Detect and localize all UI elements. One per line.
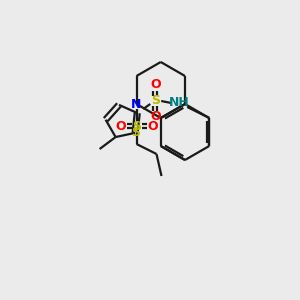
Text: S: S: [151, 94, 160, 107]
Text: S: S: [131, 126, 140, 140]
Text: O: O: [147, 119, 158, 133]
Text: N: N: [131, 98, 142, 110]
Text: NH: NH: [169, 97, 190, 110]
Text: O: O: [150, 110, 160, 124]
Text: O: O: [150, 79, 160, 92]
Text: O: O: [115, 119, 126, 133]
Text: S: S: [132, 119, 141, 133]
